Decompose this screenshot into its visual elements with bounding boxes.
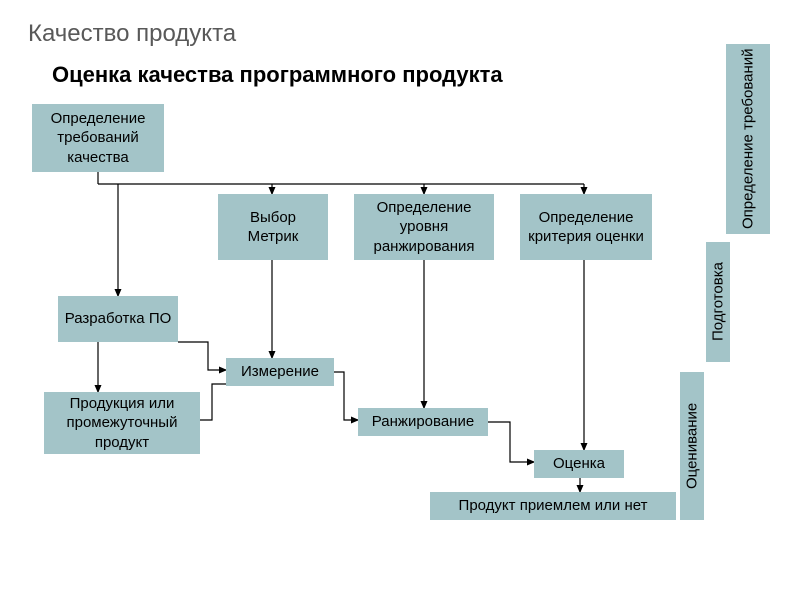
vlabel-preparation: Подготовка — [706, 242, 730, 362]
node-criterion: Определение критерия оценки — [520, 194, 652, 260]
node-eval: Оценка — [534, 450, 624, 478]
node-ranking-level: Определение уровня ранжирования — [354, 194, 494, 260]
node-req-def: Определение требований качества — [32, 104, 164, 172]
page-subtitle: Оценка качества программного продукта — [52, 62, 503, 88]
node-ranking: Ранжирование — [358, 408, 488, 436]
node-measure: Измерение — [226, 358, 334, 386]
node-product: Продукция или промежуточный продукт — [44, 392, 200, 454]
node-accept: Продукт приемлем или нет — [430, 492, 676, 520]
page-title: Качество продукта — [28, 20, 236, 48]
vlabel-requirements: Определение требований — [726, 44, 770, 234]
node-dev: Разработка ПО — [58, 296, 178, 342]
node-metrics: Выбор Метрик — [218, 194, 328, 260]
vlabel-evaluation: Оценивание — [680, 372, 704, 520]
